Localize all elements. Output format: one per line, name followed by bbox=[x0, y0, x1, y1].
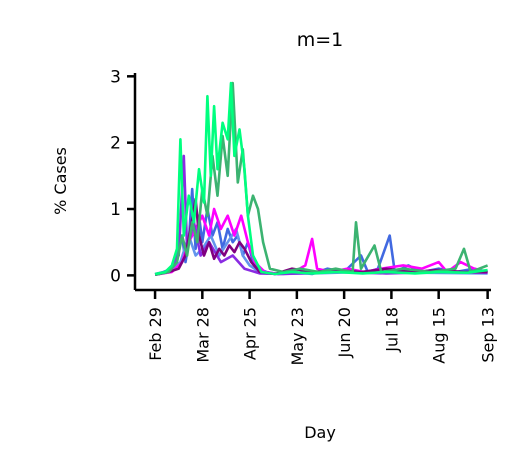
x-tick-label: Apr 25 bbox=[241, 307, 260, 360]
series-layer bbox=[154, 81, 489, 276]
x-tick-label: Feb 29 bbox=[146, 307, 165, 361]
y-axis-ticks: 0 1 2 3 bbox=[110, 67, 135, 286]
y-tick-label: 1 bbox=[110, 200, 121, 220]
x-tick-label: Jun 20 bbox=[335, 307, 354, 358]
x-tick-label: May 23 bbox=[288, 307, 307, 366]
y-tick-label: 3 bbox=[110, 67, 121, 87]
x-tick-label: Sep 13 bbox=[479, 307, 498, 363]
x-axis-ticks: Feb 29 Mar 28 Apr 25 May 23 Jun 20 Jul 18 Aug … bbox=[146, 290, 498, 366]
y-axis-label: % Cases bbox=[51, 147, 70, 215]
series-line-7 bbox=[154, 81, 488, 276]
x-tick-label: Aug 15 bbox=[430, 307, 449, 364]
y-tick-label: 0 bbox=[110, 266, 121, 286]
chart-title: m=1 bbox=[297, 29, 344, 51]
x-tick-label: Mar 28 bbox=[193, 307, 212, 363]
x-axis-label: Day bbox=[304, 423, 336, 442]
x-tick-label: Jul 18 bbox=[382, 307, 401, 353]
y-tick-label: 2 bbox=[110, 134, 121, 154]
